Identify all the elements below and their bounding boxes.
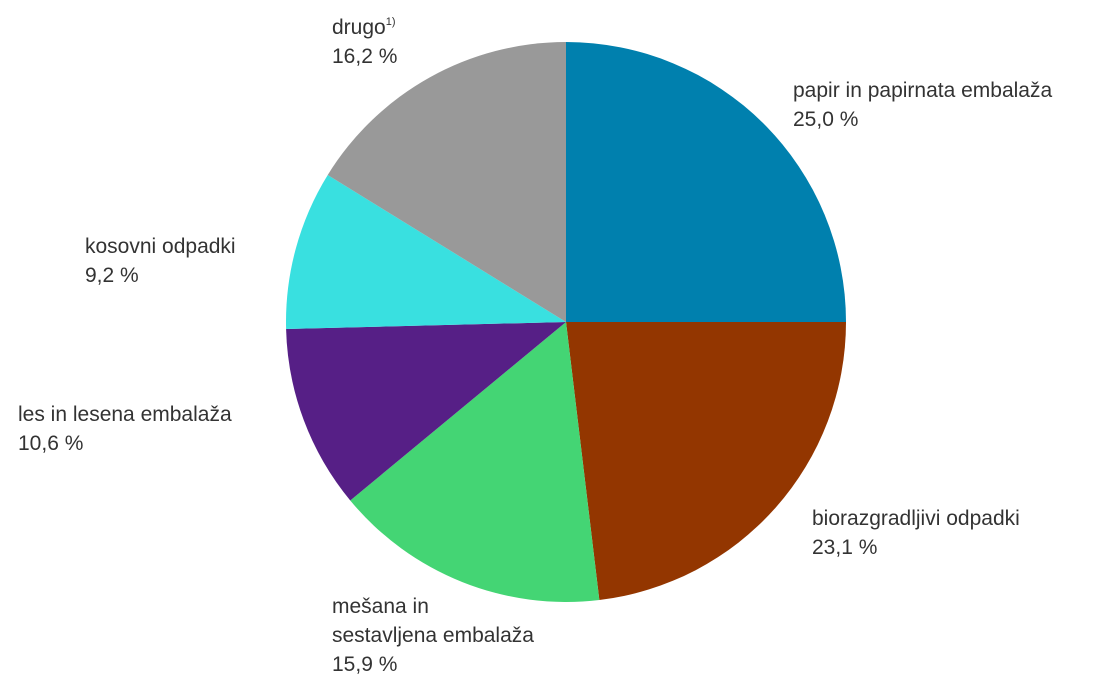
slice-label-0: papir in papirnata embalaža 25,0 % (793, 79, 1052, 131)
slice-value-4: 9,2 % (85, 264, 139, 287)
slice-value-2: 15,9 % (332, 653, 397, 676)
pie-slice-2 (350, 322, 600, 603)
pie-slice-3 (286, 322, 566, 501)
pie-slice-1 (566, 322, 846, 601)
pie-slices (286, 42, 846, 603)
slice-value-5: 16,2 % (332, 45, 397, 68)
slice-value-3: 10,6 % (18, 432, 83, 455)
slice-value-0: 25,0 % (793, 108, 858, 131)
slice-label-5: drugo1) 16,2 % (332, 16, 397, 68)
slice-label-2: mešana in sestavljena embalaža 15,9 % (332, 595, 534, 676)
slice-label-3: les in lesena embalaža 10,6 % (18, 403, 232, 455)
slice-value-1: 23,1 % (812, 536, 877, 559)
pie-slice-0 (566, 42, 846, 322)
pie-slice-5 (327, 42, 566, 322)
pie-labels: papir in papirnata embalaža 25,0 % biorazg… (18, 16, 1052, 676)
slice-label-1: biorazgradljivi odpadki 23,1 % (812, 507, 1020, 559)
slice-label-4: kosovni odpadki 9,2 % (85, 235, 236, 287)
pie-slice-4 (286, 174, 566, 330)
